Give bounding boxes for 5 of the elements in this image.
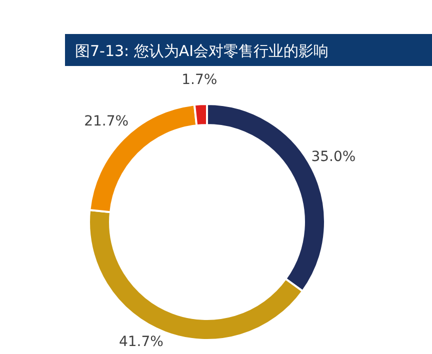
- data-label: 1.7%: [182, 72, 218, 88]
- chart-title: 图7-13: 您认为AI会对零售行业的影响: [75, 42, 329, 60]
- data-label: 21.7%: [84, 114, 129, 130]
- data-label: 41.7%: [118, 334, 164, 350]
- data-label: 35.0%: [311, 149, 356, 166]
